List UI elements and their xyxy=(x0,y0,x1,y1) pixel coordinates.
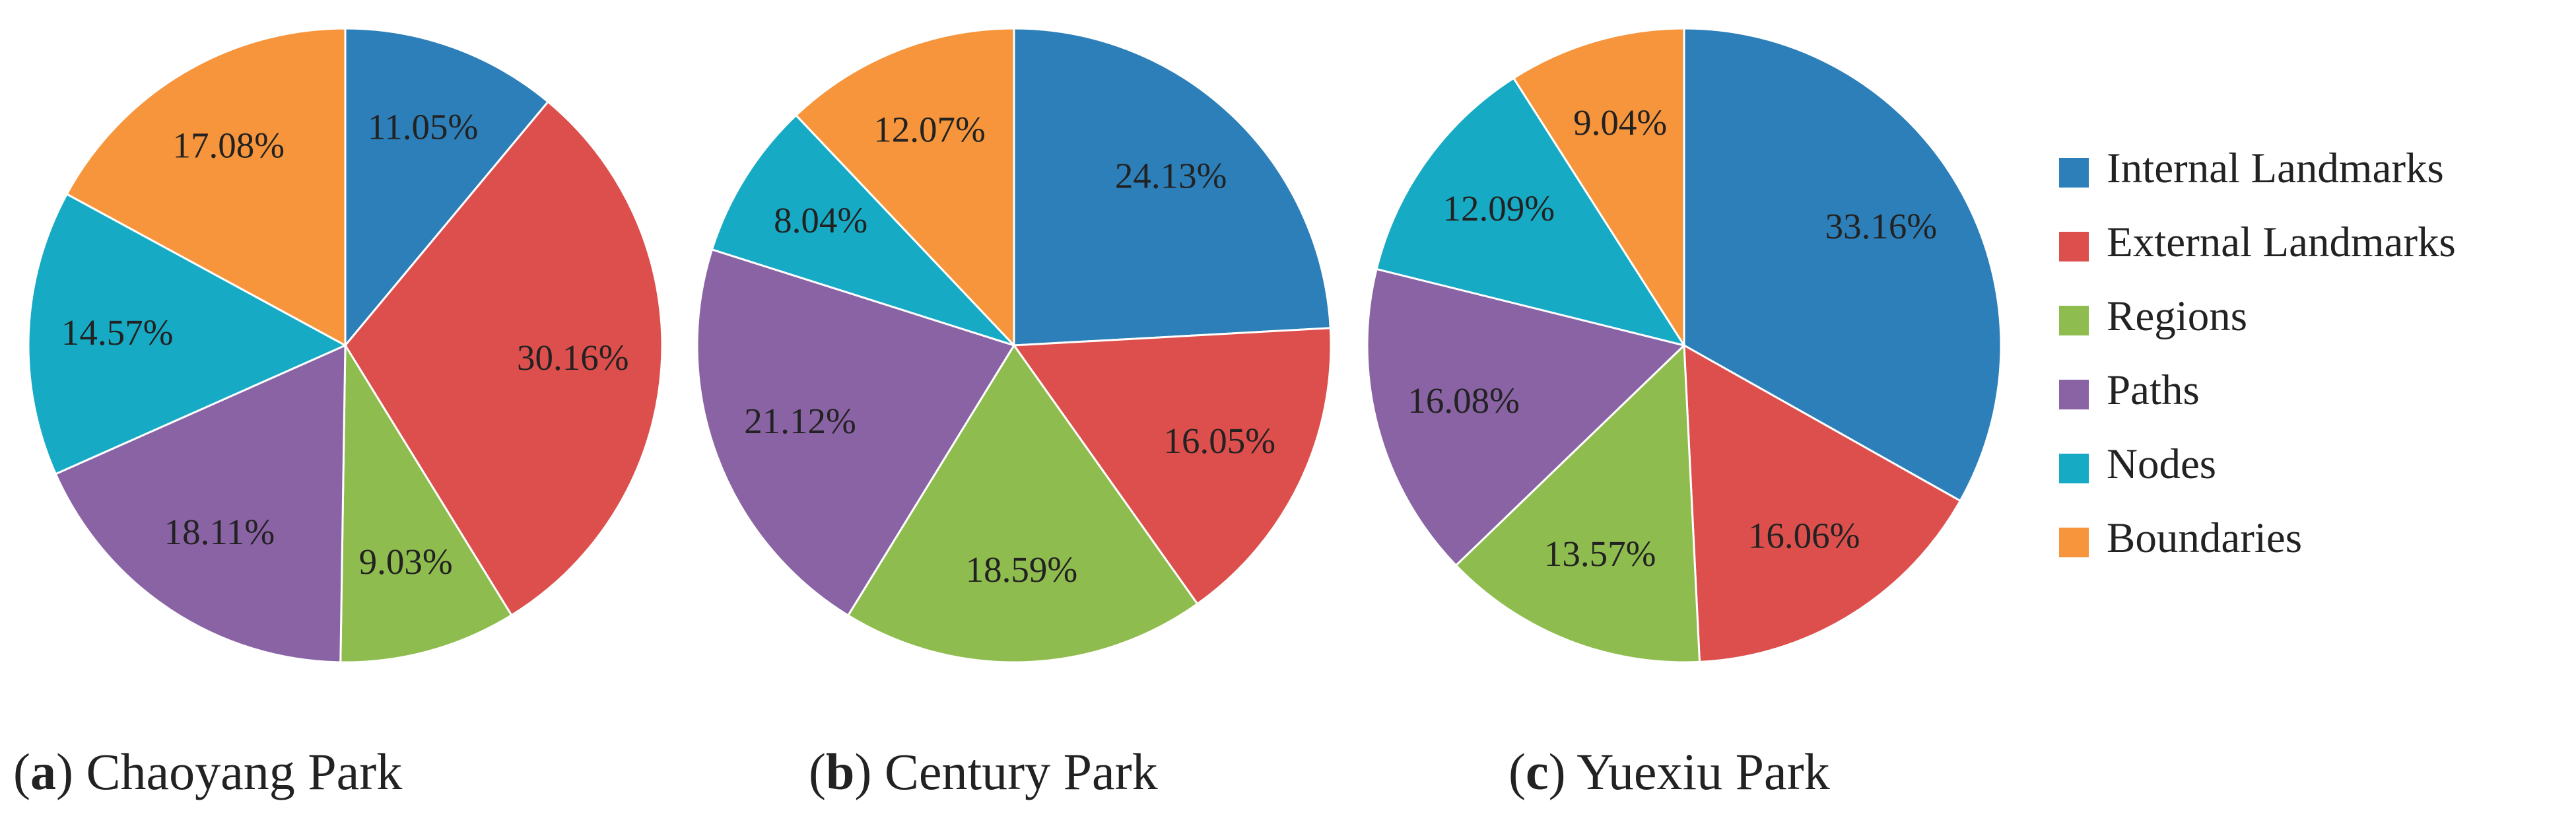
caption-part: c xyxy=(1526,743,1549,800)
pie-slice xyxy=(696,248,1016,617)
value-label: 11.05% xyxy=(368,107,479,147)
pie-slice xyxy=(1012,327,1332,606)
legend-label: External Landmarks xyxy=(2107,219,2456,266)
pie-slice xyxy=(344,27,550,349)
legend-label: Regions xyxy=(2107,293,2247,340)
legend-label: Paths xyxy=(2107,366,2200,414)
pie-slice xyxy=(846,343,1199,664)
pie-slice xyxy=(1512,27,1685,349)
pie-slice xyxy=(1375,77,1687,347)
value-label: 30.16% xyxy=(517,337,629,378)
value-label: 16.05% xyxy=(1163,421,1275,461)
caption: (b) Century Park xyxy=(809,743,1158,800)
legend-swatch xyxy=(2059,232,2089,261)
pie-slice xyxy=(1013,27,1332,347)
caption-part: ) Chaoyang Park xyxy=(56,743,402,800)
value-label: 9.04% xyxy=(1573,102,1667,143)
value-label: 12.09% xyxy=(1443,188,1555,228)
value-label: 14.57% xyxy=(61,312,174,353)
legend-label: Boundaries xyxy=(2107,514,2302,562)
pie-slice xyxy=(1366,267,1686,567)
caption-part: a xyxy=(30,743,56,800)
legend-swatch xyxy=(2059,306,2089,335)
pie-slice xyxy=(54,343,347,664)
value-label: 16.06% xyxy=(1748,516,1860,556)
pie-slice xyxy=(1454,343,1701,664)
value-label: 21.12% xyxy=(744,401,856,441)
value-label: 13.57% xyxy=(1544,534,1656,574)
caption-part: ( xyxy=(1508,743,1526,800)
legend-label: Internal Landmarks xyxy=(2107,145,2444,192)
value-label: 8.04% xyxy=(774,200,867,240)
caption: (c) Yuexiu Park xyxy=(1508,743,1830,800)
caption-part: b xyxy=(826,743,854,800)
pie-slice xyxy=(344,100,663,617)
value-label: 33.16% xyxy=(1825,206,1938,246)
value-label: 12.07% xyxy=(873,110,986,150)
value-label: 18.59% xyxy=(966,549,1078,590)
legend-label: Nodes xyxy=(2107,440,2216,488)
legend-swatch xyxy=(2059,158,2089,188)
legend-swatch xyxy=(2059,454,2089,483)
pie-slice xyxy=(1683,27,2002,503)
value-label: 24.13% xyxy=(1115,156,1227,196)
caption: (a) Chaoyang Park xyxy=(13,743,402,800)
pie-slice xyxy=(710,114,1015,347)
value-label: 18.11% xyxy=(164,512,275,552)
pie-slice xyxy=(794,27,1015,348)
pie-slice xyxy=(27,192,348,475)
value-label: 17.08% xyxy=(173,125,285,166)
legend-swatch xyxy=(2059,528,2089,557)
caption-part: ) Century Park xyxy=(854,743,1157,800)
value-label: 9.03% xyxy=(359,541,453,582)
pie-slice xyxy=(1683,343,1962,663)
legend-swatch xyxy=(2059,380,2089,409)
pie-slice xyxy=(339,341,513,664)
pie-slice xyxy=(65,27,347,347)
caption-part: ) Yuexiu Park xyxy=(1549,743,1830,800)
caption-part: ( xyxy=(809,743,826,800)
value-label: 16.08% xyxy=(1407,380,1520,421)
caption-part: ( xyxy=(13,743,30,800)
